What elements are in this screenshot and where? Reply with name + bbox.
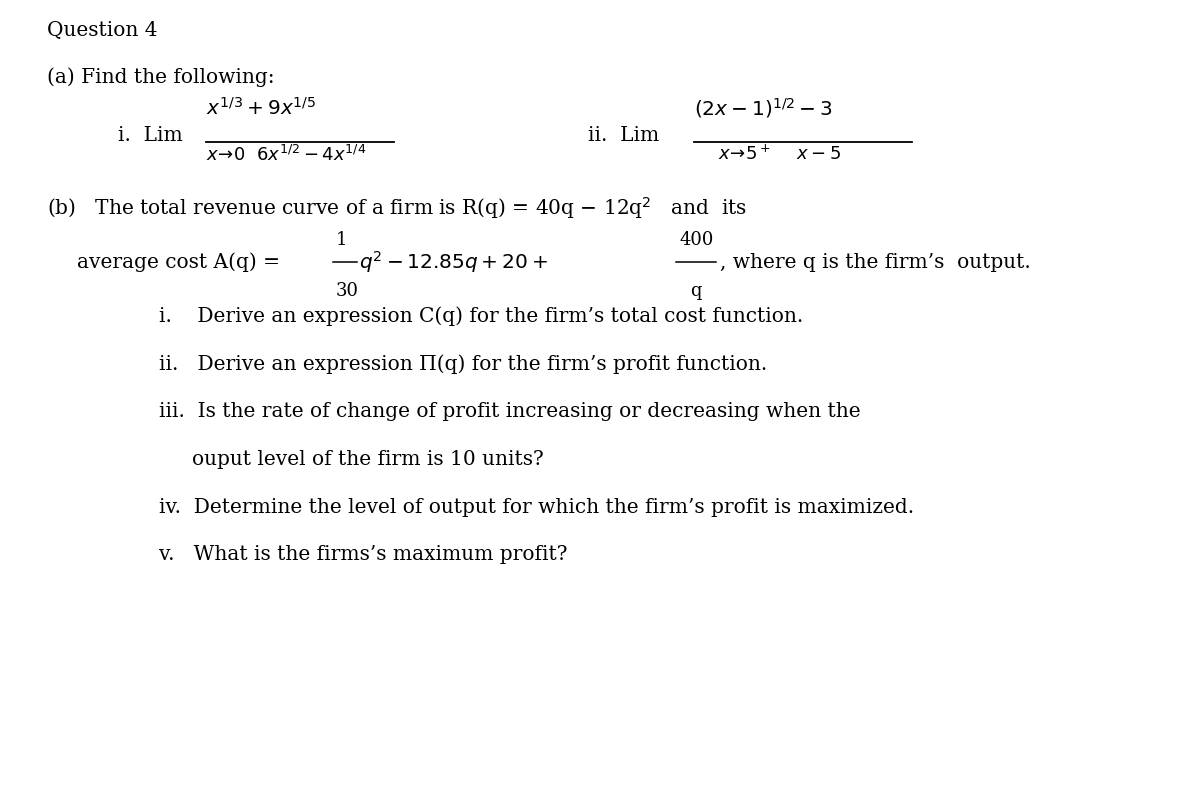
Text: $x\!\to\!5^+\ \ \ \ x - 5$: $x\!\to\!5^+\ \ \ \ x - 5$ xyxy=(718,145,840,164)
Text: $q^2 - 12.85q + 20 +$: $q^2 - 12.85q + 20 +$ xyxy=(359,250,547,275)
Text: q: q xyxy=(690,282,701,301)
Text: iii.  Is the rate of change of profit increasing or decreasing when the: iii. Is the rate of change of profit inc… xyxy=(159,402,860,421)
Text: $(2x - 1)^{1/2} - 3$: $(2x - 1)^{1/2} - 3$ xyxy=(694,96,833,120)
Text: ouput level of the firm is 10 units?: ouput level of the firm is 10 units? xyxy=(192,450,544,469)
Text: $x^{1/3} + 9x^{1/5}$: $x^{1/3} + 9x^{1/5}$ xyxy=(206,97,317,119)
Text: (b)   The total revenue curve of a firm is R(q) = 40q $-$ 12q$^2$   and  its: (b) The total revenue curve of a firm is… xyxy=(47,195,747,221)
Text: 30: 30 xyxy=(335,282,359,301)
Text: ii.   Derive an expression Π(q) for the firm’s profit function.: ii. Derive an expression Π(q) for the fi… xyxy=(159,354,767,374)
Text: , where q is the firm’s  output.: , where q is the firm’s output. xyxy=(720,253,1031,272)
Text: v.   What is the firms’s maximum profit?: v. What is the firms’s maximum profit? xyxy=(159,545,567,564)
Text: 1: 1 xyxy=(335,231,347,249)
Text: i.    Derive an expression C(q) for the firm’s total cost function.: i. Derive an expression C(q) for the fir… xyxy=(159,306,803,326)
Text: iv.  Determine the level of output for which the firm’s profit is maximized.: iv. Determine the level of output for wh… xyxy=(159,498,915,517)
Text: Question 4: Question 4 xyxy=(47,21,158,40)
Text: $x\!\to\!0\ \ 6x^{1/2} - 4x^{1/4}$: $x\!\to\!0\ \ 6x^{1/2} - 4x^{1/4}$ xyxy=(206,145,366,165)
Text: (a) Find the following:: (a) Find the following: xyxy=(47,68,274,87)
Text: average cost A(q) =: average cost A(q) = xyxy=(77,253,286,272)
Text: ii.  Lim: ii. Lim xyxy=(588,126,660,145)
Text: i.  Lim: i. Lim xyxy=(118,126,182,145)
Text: 400: 400 xyxy=(679,231,713,249)
